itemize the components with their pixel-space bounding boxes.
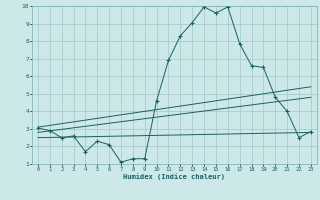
X-axis label: Humidex (Indice chaleur): Humidex (Indice chaleur)	[124, 173, 225, 180]
